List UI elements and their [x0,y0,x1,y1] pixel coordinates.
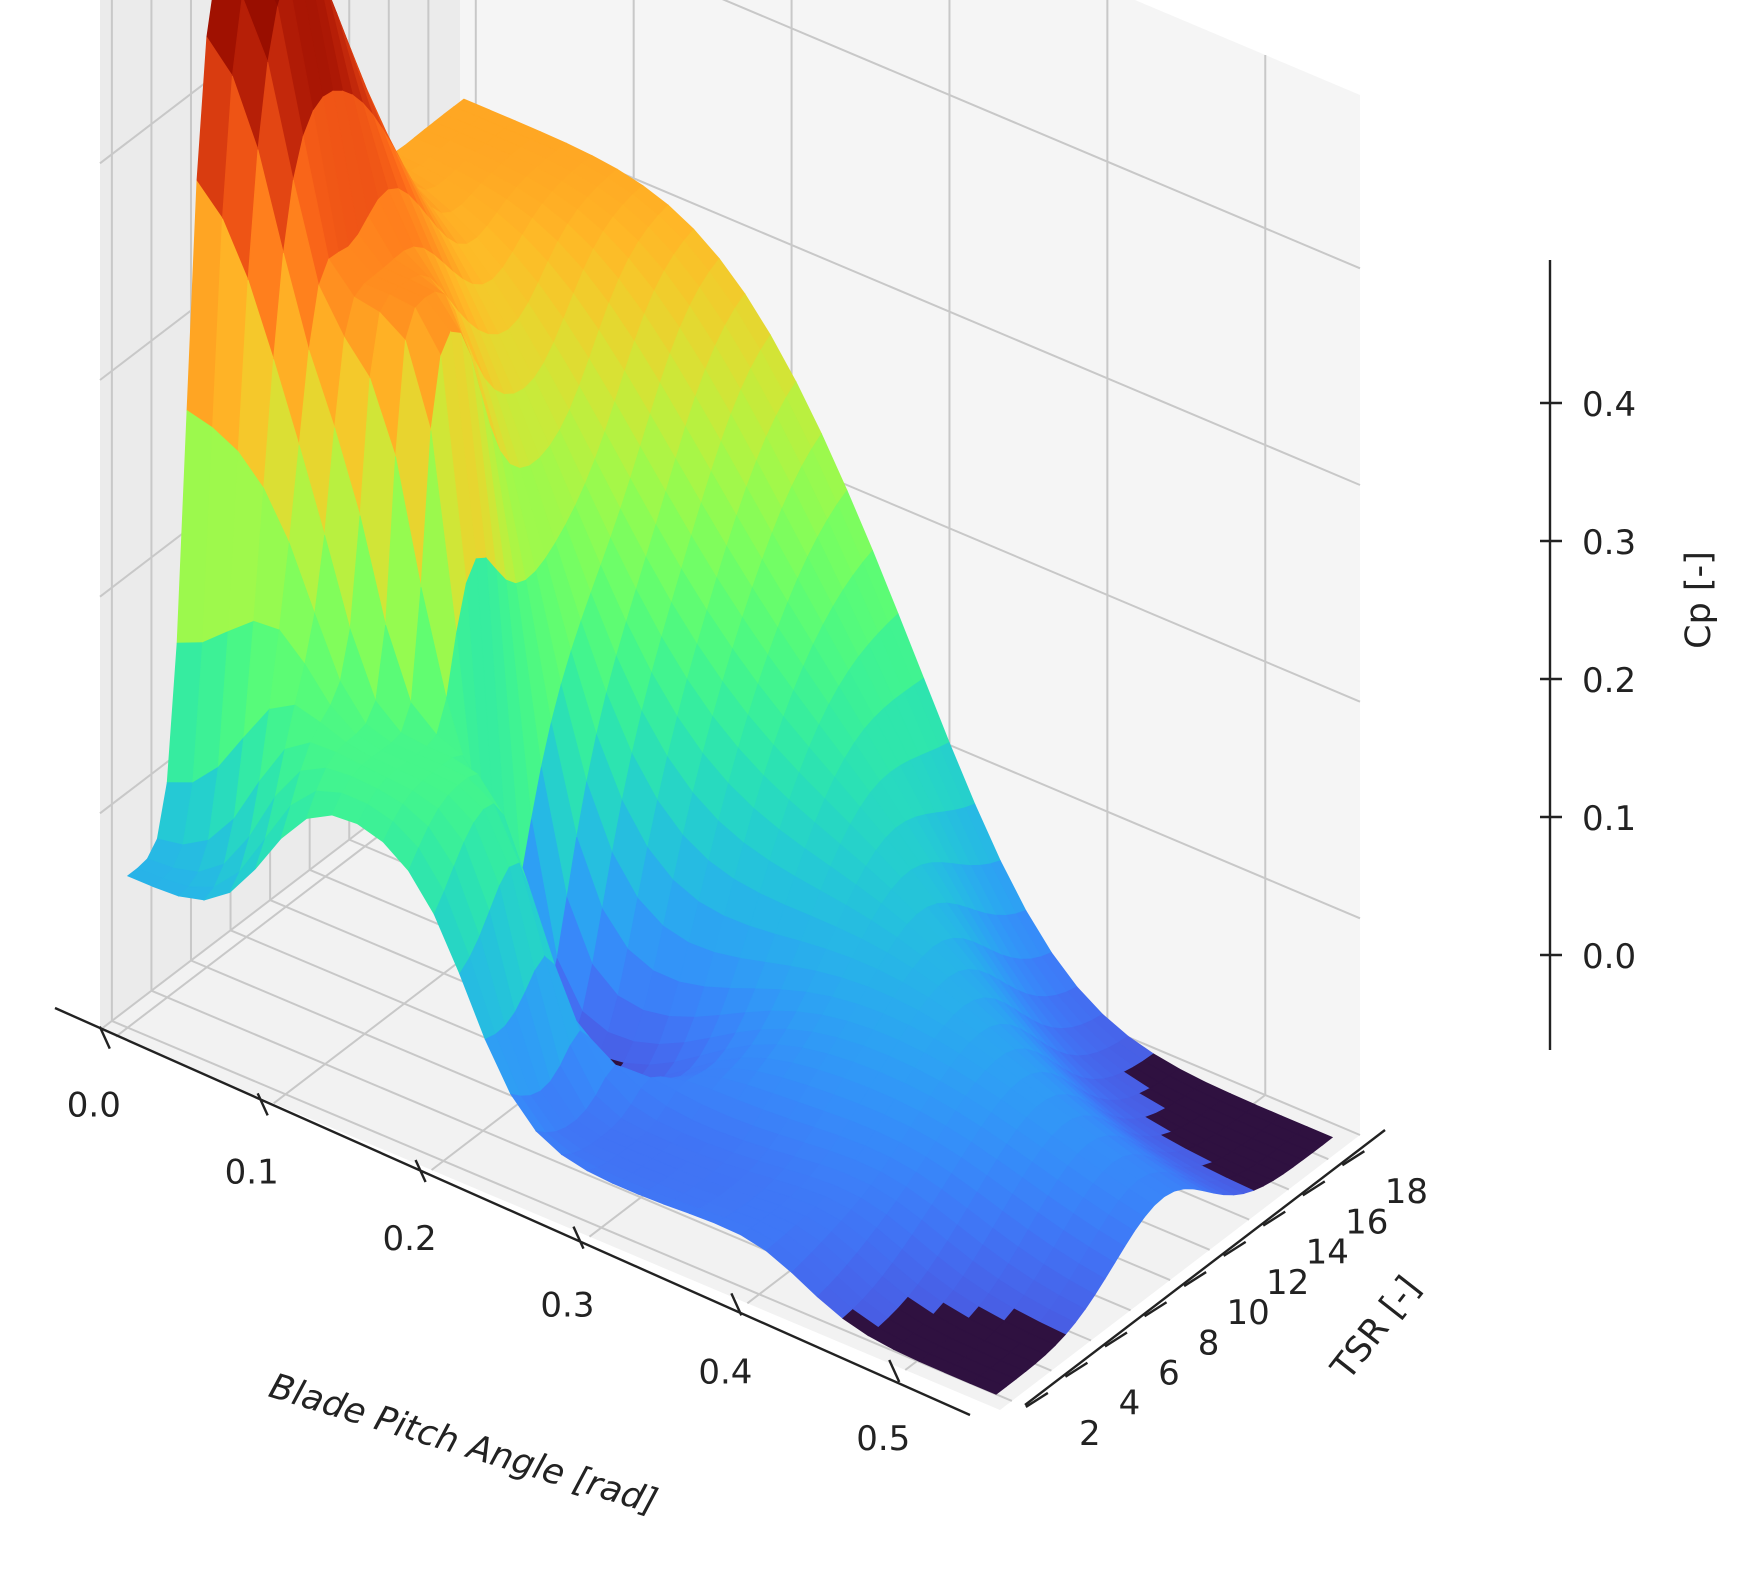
y-tick [1302,1180,1326,1197]
y-axis-line [1024,1129,1386,1406]
x-tick [414,1159,427,1183]
z-tick-label: 0.4 [1582,385,1636,425]
x-tick-label: 0.5 [856,1419,910,1459]
surface-patch [273,0,281,8]
y-tick [1341,1150,1365,1167]
y-tick-label: 18 [1385,1172,1428,1212]
x-tick-label: 0.4 [698,1352,752,1392]
x-tick-label: 0.3 [540,1286,594,1326]
x-tick [98,1026,111,1050]
y-tick [1223,1240,1247,1257]
y-tick [1262,1210,1286,1227]
x-tick [888,1359,901,1383]
y-tick-label: 2 [1079,1414,1101,1454]
x-axis-label: Blade Pitch Angle [rad] [265,1366,662,1522]
y-tick-label: 8 [1198,1323,1220,1363]
x-tick-label: 0.1 [225,1152,279,1192]
surface-patch [969,1375,1007,1395]
z-tick-label: 0.1 [1582,799,1636,839]
x-tick [572,1226,585,1250]
x-tick-label: 0.0 [67,1086,121,1126]
x-axis-line [54,1006,971,1417]
z-axis-label: Cp [-] [1679,551,1719,649]
x-tick [730,1292,743,1316]
surface [126,0,1334,1395]
x-tick [256,1092,269,1116]
y-tick-label: 4 [1119,1384,1141,1424]
y-tick-label: 12 [1266,1263,1309,1303]
z-tick-label: 0.2 [1582,661,1636,701]
grid-line [721,0,1361,270]
x-tick-label: 0.2 [383,1219,437,1259]
y-tick [1064,1361,1089,1378]
z-tick-label: 0.3 [1582,523,1636,563]
y-tick [1183,1271,1207,1288]
z-tick-label: 0.0 [1582,937,1636,977]
y-tick [1143,1301,1168,1318]
y-tick [1104,1331,1128,1348]
y-tick-label: 16 [1345,1202,1388,1242]
y-tick [1025,1391,1049,1408]
axes [54,260,1562,1417]
y-tick-label: 10 [1226,1293,1269,1333]
y-axis-label: TSR [-] [1323,1269,1428,1388]
y-tick-label: 6 [1158,1353,1180,1393]
grid-line [111,1020,1013,1402]
y-tick-label: 14 [1306,1233,1349,1273]
